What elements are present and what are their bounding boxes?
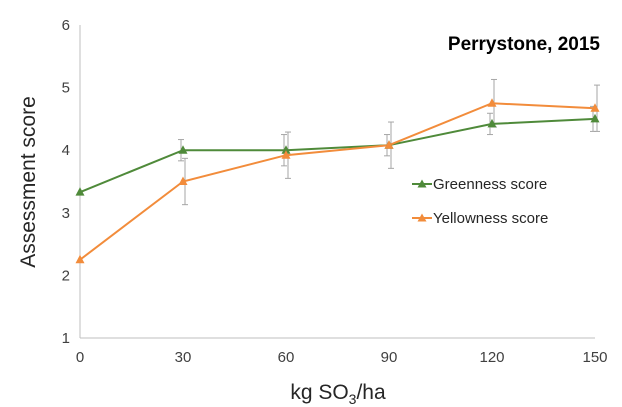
data-point xyxy=(590,113,600,123)
legend: Greenness score Yellowness score xyxy=(412,176,548,227)
series-line-greenness xyxy=(79,117,596,194)
y-tick-label: 5 xyxy=(62,80,70,97)
x-tick-labels: 0 30 60 90 120 150 xyxy=(76,349,608,366)
x-tick-label: 150 xyxy=(582,349,607,366)
data-point xyxy=(281,145,291,154)
x-tick-label: 60 xyxy=(278,349,295,366)
data-point xyxy=(281,150,291,159)
x-tick-label: 120 xyxy=(479,349,504,366)
y-tick-labels: 1 2 3 4 5 6 xyxy=(62,17,70,347)
y-axis-title: Assessment score xyxy=(17,96,40,268)
data-point xyxy=(590,103,600,112)
series-lines xyxy=(79,102,596,261)
data-point xyxy=(487,98,497,107)
legend-item-yellowness: Yellowness score xyxy=(412,210,548,227)
data-point xyxy=(487,118,497,128)
data-point xyxy=(384,140,394,149)
data-point xyxy=(75,254,85,264)
data-point xyxy=(75,187,85,196)
x-axis-title: kg SO3/ha xyxy=(290,381,386,407)
y-tick-label: 2 xyxy=(62,267,70,284)
legend-label-yellowness: Yellowness score xyxy=(433,210,548,227)
y-tick-label: 4 xyxy=(62,142,70,159)
data-point xyxy=(178,176,188,185)
data-point xyxy=(178,145,188,154)
x-tick-label: 0 xyxy=(76,349,84,366)
legend-item-greenness: Greenness score xyxy=(412,176,547,193)
series-line-yellowness xyxy=(79,102,596,261)
y-tick-label: 3 xyxy=(62,205,70,222)
legend-label-greenness: Greenness score xyxy=(433,176,547,193)
chart-title: Perrystone, 2015 xyxy=(448,34,601,55)
y-tick-label: 6 xyxy=(62,17,70,34)
y-tick-label: 1 xyxy=(62,330,70,347)
x-tick-label: 30 xyxy=(175,349,192,366)
x-tick-label: 90 xyxy=(381,349,398,366)
series-markers xyxy=(75,98,600,264)
